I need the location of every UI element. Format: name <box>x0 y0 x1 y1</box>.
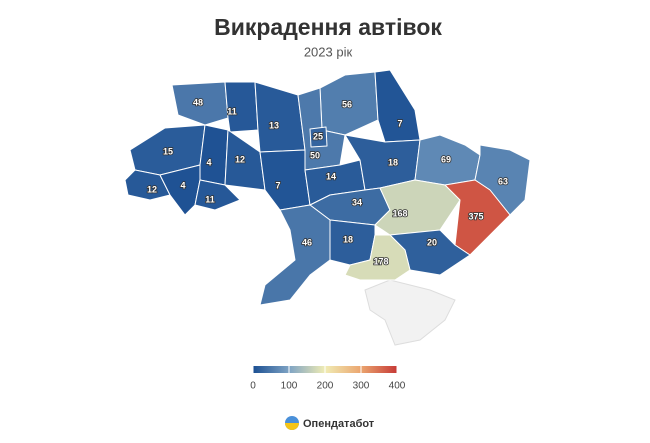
region-label: 13 <box>269 120 279 130</box>
region-label: 18 <box>388 157 398 167</box>
region <box>171 81 229 126</box>
region-label: 50 <box>310 150 320 160</box>
logo-icon-half <box>285 423 299 430</box>
region-label: 11 <box>227 106 237 116</box>
region-label: 14 <box>326 171 336 181</box>
region-label: 7 <box>275 180 280 190</box>
region <box>254 81 306 153</box>
region-label: 20 <box>427 237 437 247</box>
region-label: 168 <box>392 208 407 218</box>
region-label: 178 <box>373 256 388 266</box>
colorbar-tick-label: 0 <box>250 381 256 392</box>
colorbar-tick-label: 100 <box>281 381 298 392</box>
region-label: 34 <box>352 197 362 207</box>
region-label: 46 <box>302 237 312 247</box>
region-label: 4 <box>206 157 211 167</box>
region-label: 4 <box>180 180 185 190</box>
region-label: 69 <box>441 154 451 164</box>
region <box>194 179 241 211</box>
region-label: 11 <box>205 194 215 204</box>
region-label: 48 <box>193 97 203 107</box>
region <box>344 234 411 281</box>
colorbar-tick-label: 400 <box>389 381 406 392</box>
region <box>309 126 328 148</box>
crimea-no-data <box>364 279 456 346</box>
title: Викрадення автівок <box>214 14 442 40</box>
region <box>224 81 259 133</box>
colorbar-tick-label: 200 <box>317 381 334 392</box>
region-label: 63 <box>498 176 508 186</box>
region-label: 12 <box>147 184 157 194</box>
colorbar: 0 100 200 300 400 <box>250 366 406 392</box>
region-label: 375 <box>468 211 483 221</box>
region <box>259 204 331 306</box>
region-label: 18 <box>343 234 353 244</box>
region <box>259 149 311 211</box>
subtitle: 2023 рік <box>304 44 353 59</box>
region <box>444 179 511 256</box>
region-label: 12 <box>235 154 245 164</box>
region-label: 7 <box>397 118 402 128</box>
region-label: 25 <box>313 131 323 141</box>
colorbar-tick-label: 300 <box>353 381 370 392</box>
region <box>199 124 229 186</box>
region-label: 15 <box>163 146 173 156</box>
logo-text: Опендатабот <box>303 418 375 430</box>
region-label: 56 <box>342 99 352 109</box>
regions: 48 11 13 56 7 50 25 15 4 12 7 14 18 69 63 12 4 11 34 168 375… <box>124 69 531 306</box>
region <box>374 69 421 143</box>
